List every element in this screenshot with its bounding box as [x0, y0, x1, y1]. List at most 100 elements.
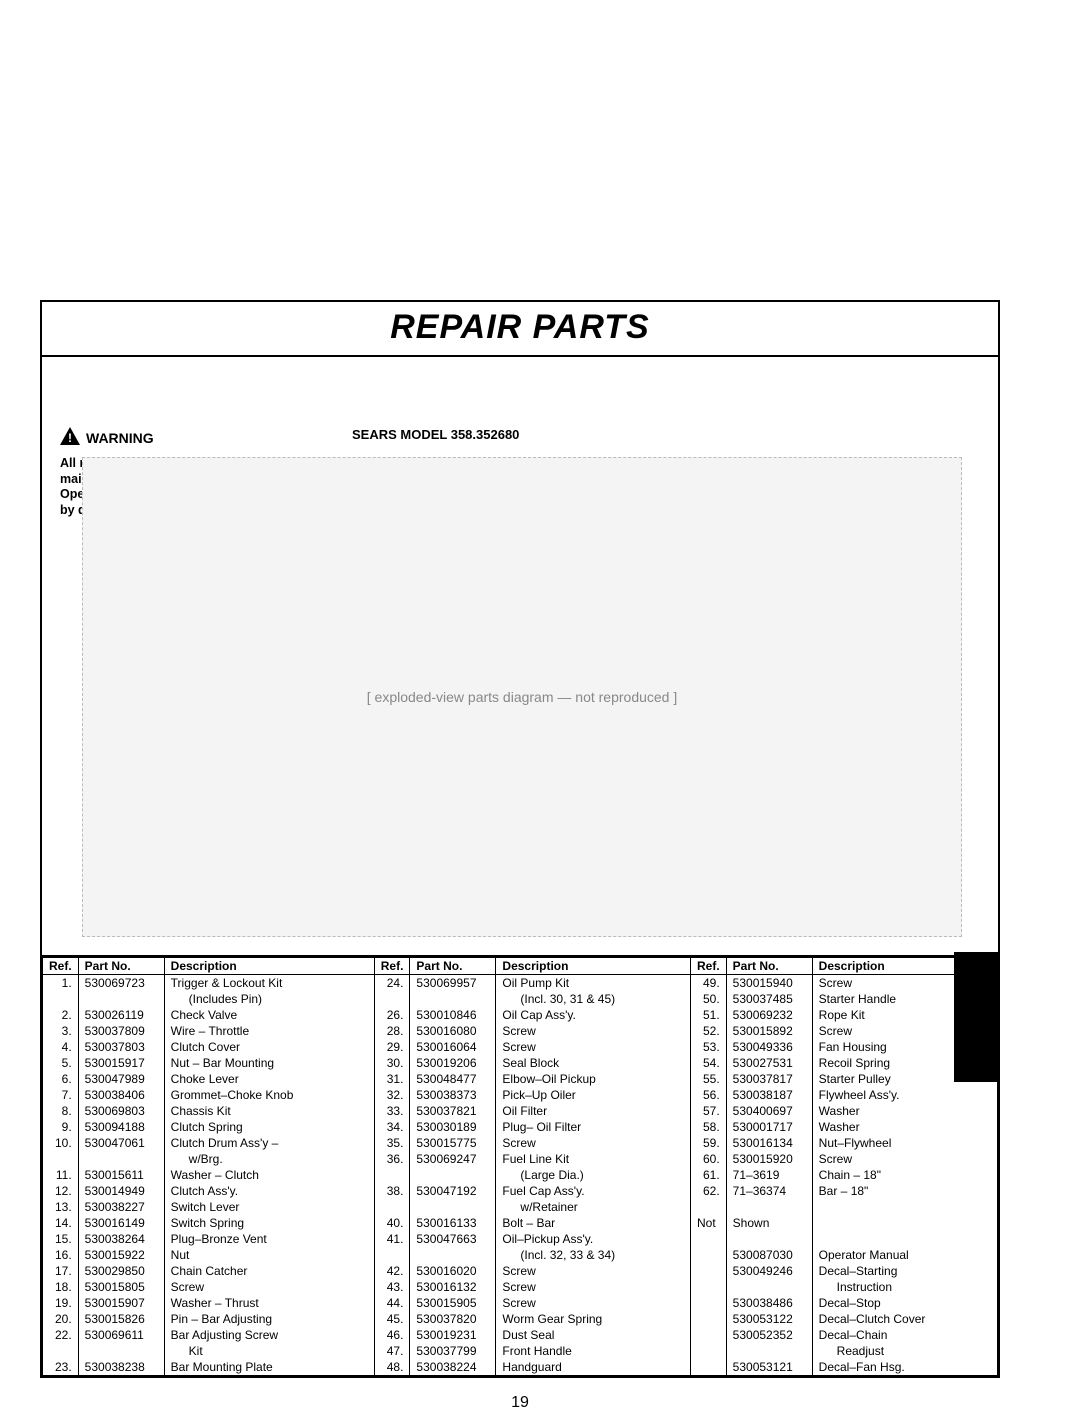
page-frame: REPAIR PARTS SEARS MODEL 358.352680 ! WA…	[40, 300, 1000, 1378]
ref-cell: 32.	[374, 1087, 410, 1103]
ref-cell: 50.	[691, 991, 727, 1007]
partno-cell: 530016133	[410, 1215, 496, 1231]
ref-cell: 58.	[691, 1119, 727, 1135]
desc-cell: Chain – 18"	[812, 1167, 997, 1183]
desc-cell: Screw	[496, 1023, 691, 1039]
partno-cell: 530016132	[410, 1279, 496, 1295]
ref-cell	[374, 1167, 410, 1183]
desc-cell: Washer – Thrust	[164, 1295, 374, 1311]
ref-cell	[374, 991, 410, 1007]
desc-cell: Fuel Cap Ass'y.	[496, 1183, 691, 1199]
partno-cell: 530015826	[78, 1311, 164, 1327]
ref-cell	[43, 1151, 79, 1167]
partno-cell	[78, 1343, 164, 1359]
ref-cell: 51.	[691, 1007, 727, 1023]
table-row: 12.530014949Clutch Ass'y.38.530047192Fue…	[43, 1183, 998, 1199]
partno-cell: 530047989	[78, 1071, 164, 1087]
ref-cell: 62.	[691, 1183, 727, 1199]
partno-cell: 530038187	[726, 1087, 812, 1103]
desc-cell: Washer	[812, 1119, 997, 1135]
partno-cell	[410, 1199, 496, 1215]
ref-cell: 14.	[43, 1215, 79, 1231]
page-header: REPAIR PARTS	[42, 302, 998, 357]
table-row: 11.530015611Washer – Clutch(Large Dia.)6…	[43, 1167, 998, 1183]
partno-cell: 530049246	[726, 1263, 812, 1279]
desc-cell: Oil Filter	[496, 1103, 691, 1119]
desc-cell: Screw	[496, 1295, 691, 1311]
ref-cell: 60.	[691, 1151, 727, 1167]
desc-cell: (Incl. 32, 33 & 34)	[496, 1247, 691, 1263]
table-row: 7.530038406Grommet–Choke Knob32.53003837…	[43, 1087, 998, 1103]
exploded-diagram-placeholder: [ exploded-view parts diagram — not repr…	[82, 457, 962, 937]
ref-cell	[374, 1199, 410, 1215]
ref-cell: 36.	[374, 1151, 410, 1167]
partno-cell: 530015917	[78, 1055, 164, 1071]
partno-cell: 530037821	[410, 1103, 496, 1119]
col-header-desc: Description	[164, 958, 374, 975]
partno-cell: 530053122	[726, 1311, 812, 1327]
desc-cell: Nut – Bar Mounting	[164, 1055, 374, 1071]
partno-cell: 530015775	[410, 1135, 496, 1151]
partno-cell: 530037820	[410, 1311, 496, 1327]
diagram-region: SEARS MODEL 358.352680 ! WARNING All rep…	[42, 357, 998, 957]
col-header-desc: Description	[496, 958, 691, 975]
desc-cell: Elbow–Oil Pickup	[496, 1071, 691, 1087]
desc-cell: Clutch Cover	[164, 1039, 374, 1055]
partno-cell	[78, 1151, 164, 1167]
partno-cell: 530015905	[410, 1295, 496, 1311]
desc-cell: Grommet–Choke Knob	[164, 1087, 374, 1103]
table-row: 6.530047989Choke Lever31.530048477Elbow–…	[43, 1071, 998, 1087]
ref-cell: 13.	[43, 1199, 79, 1215]
partno-cell: 71–3619	[726, 1167, 812, 1183]
partno-cell: 71–36374	[726, 1183, 812, 1199]
desc-cell: Readjust	[812, 1343, 997, 1359]
desc-cell: Instruction	[812, 1279, 997, 1295]
desc-cell: Plug–Bronze Vent	[164, 1231, 374, 1247]
partno-cell: 530047192	[410, 1183, 496, 1199]
col-header-part: Part No.	[726, 958, 812, 975]
ref-cell: 42.	[374, 1263, 410, 1279]
partno-cell: 530029850	[78, 1263, 164, 1279]
ref-cell: 48.	[374, 1359, 410, 1376]
desc-cell: Nut	[164, 1247, 374, 1263]
partno-cell: 530069803	[78, 1103, 164, 1119]
desc-cell: Dust Seal	[496, 1327, 691, 1343]
ref-cell: 19.	[43, 1295, 79, 1311]
ref-cell: 33.	[374, 1103, 410, 1119]
col-header-part: Part No.	[78, 958, 164, 975]
partno-cell: 530016080	[410, 1023, 496, 1039]
table-row: 19.530015907Washer – Thrust44.530015905S…	[43, 1295, 998, 1311]
partno-cell: 530015940	[726, 975, 812, 992]
desc-cell	[812, 1199, 997, 1215]
partno-cell: 530038486	[726, 1295, 812, 1311]
ref-cell	[43, 991, 79, 1007]
table-row: 2.530026119Check Valve26.530010846Oil Ca…	[43, 1007, 998, 1023]
partno-cell: 530069611	[78, 1327, 164, 1343]
table-header-row: Ref. Part No. Description Ref. Part No. …	[43, 958, 998, 975]
table-row: 14.530016149Switch Spring40.530016133Bol…	[43, 1215, 998, 1231]
ref-cell	[691, 1263, 727, 1279]
partno-cell: 530400697	[726, 1103, 812, 1119]
partno-cell: 530015920	[726, 1151, 812, 1167]
table-row: 9.530094188Clutch Spring34.530030189Plug…	[43, 1119, 998, 1135]
desc-cell	[812, 1215, 997, 1231]
desc-cell: Kit	[164, 1343, 374, 1359]
desc-cell: Oil–Pickup Ass'y.	[496, 1231, 691, 1247]
ref-cell: 2.	[43, 1007, 79, 1023]
partno-cell: 530047061	[78, 1135, 164, 1151]
table-row: 4.530037803Clutch Cover29.530016064Screw…	[43, 1039, 998, 1055]
desc-cell: w/Retainer	[496, 1199, 691, 1215]
table-row: 16.530015922Nut(Incl. 32, 33 & 34)530087…	[43, 1247, 998, 1263]
ref-cell	[691, 1327, 727, 1343]
partno-cell: 530016020	[410, 1263, 496, 1279]
desc-cell: Decal–Clutch Cover	[812, 1311, 997, 1327]
desc-cell: Plug– Oil Filter	[496, 1119, 691, 1135]
desc-cell: Screw	[496, 1039, 691, 1055]
ref-cell	[374, 1247, 410, 1263]
desc-cell: Pick–Up Oiler	[496, 1087, 691, 1103]
partno-cell: 530038238	[78, 1359, 164, 1376]
ref-cell	[691, 1311, 727, 1327]
ref-cell: 22.	[43, 1327, 79, 1343]
desc-cell: Choke Lever	[164, 1071, 374, 1087]
ref-cell: 11.	[43, 1167, 79, 1183]
